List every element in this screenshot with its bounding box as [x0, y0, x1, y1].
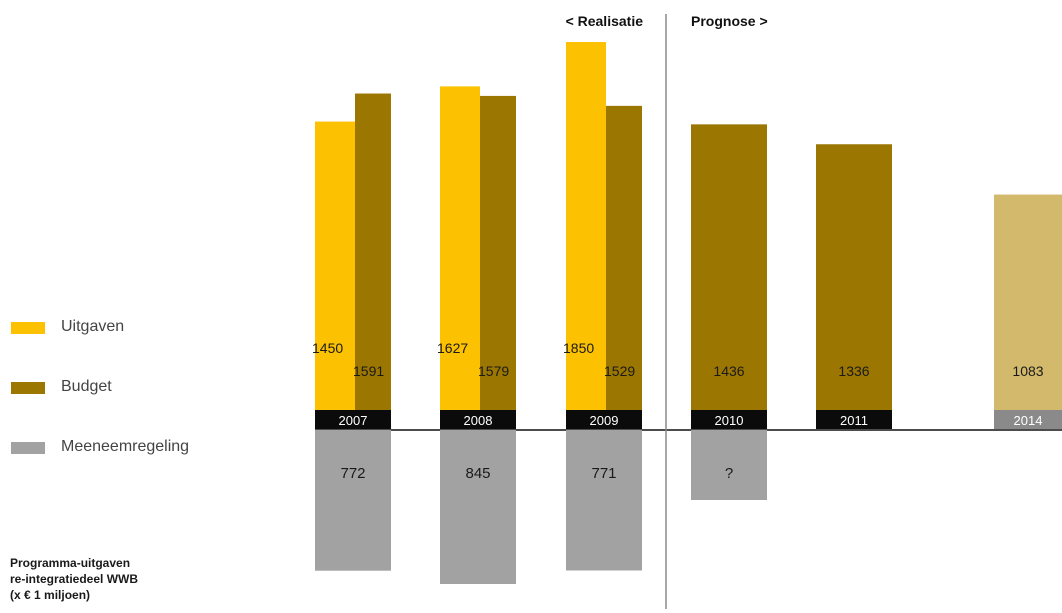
bar-uitgaven-2009: [566, 42, 606, 410]
bar-budget-2007: [355, 93, 391, 411]
legend-label-budget: Budget: [61, 378, 112, 395]
value-label-budget-2010: 1436: [713, 363, 744, 379]
chart-footnote: Programma-uitgaven re-integratiedeel WWB…: [10, 555, 138, 603]
value-label-meeneemregeling-2008: 845: [465, 465, 490, 482]
value-label-budget-2007: 1591: [353, 363, 384, 379]
legend-swatch-meeneemregeling: [11, 442, 45, 454]
x-tick-label-2014: 2014: [1014, 413, 1043, 428]
year-band-2014: [994, 410, 1062, 429]
bar-meeneemregeling-2010: [691, 430, 767, 500]
legend-label-uitgaven: Uitgaven: [61, 318, 125, 335]
footnote-line-1: Programma-uitgaven: [10, 556, 131, 570]
bar-budget-2014: [994, 194, 1062, 410]
section-label-realisatie: < Realisatie: [566, 13, 644, 29]
bar-budget-2011: [816, 144, 892, 410]
x-tick-label-2011: 2011: [840, 413, 868, 428]
year-band-2008: [440, 410, 516, 429]
legend-swatch-uitgaven: [11, 322, 45, 334]
footnote-line-3: (x € 1 miljoen): [10, 588, 91, 602]
bar-budget-2009: [606, 105, 642, 411]
section-label-prognose: Prognose >: [691, 13, 768, 29]
value-label-meeneemregeling-2010: ?: [725, 465, 733, 482]
bar-budget-2010: [691, 124, 767, 411]
value-label-meeneemregeling-2007: 772: [340, 465, 365, 482]
x-tick-label-2009: 2009: [590, 413, 619, 428]
footnote-line-2: re-integratiedeel WWB: [10, 572, 139, 586]
legend-swatch-budget: [11, 382, 45, 394]
value-label-uitgaven-2008: 1627: [437, 340, 468, 356]
bar-budget-2008: [480, 95, 516, 410]
bar-meeneemregeling-2007: [315, 430, 391, 571]
year-band-2009: [566, 410, 642, 429]
year-band-2007: [315, 410, 391, 429]
bar-meeneemregeling-2008: [440, 430, 516, 584]
bar-meeneemregeling-2009: [566, 430, 642, 571]
value-label-budget-2014: 1083: [1012, 363, 1043, 379]
value-label-uitgaven-2009: 1850: [563, 340, 594, 356]
bar-uitgaven-2008: [440, 86, 480, 410]
value-label-budget-2009: 1529: [604, 363, 635, 379]
value-label-meeneemregeling-2009: 771: [591, 465, 616, 482]
year-band-2011: [816, 410, 892, 429]
value-label-uitgaven-2007: 1450: [312, 340, 343, 356]
x-tick-label-2007: 2007: [339, 413, 368, 428]
bar-uitgaven-2007: [315, 121, 355, 410]
value-label-budget-2011: 1336: [838, 363, 869, 379]
year-band-2010: [691, 410, 767, 429]
value-label-budget-2008: 1579: [478, 363, 509, 379]
legend-label-meeneemregeling: Meeneemregeling: [61, 438, 190, 455]
x-tick-label-2008: 2008: [464, 413, 493, 428]
x-tick-label-2010: 2010: [715, 413, 744, 428]
